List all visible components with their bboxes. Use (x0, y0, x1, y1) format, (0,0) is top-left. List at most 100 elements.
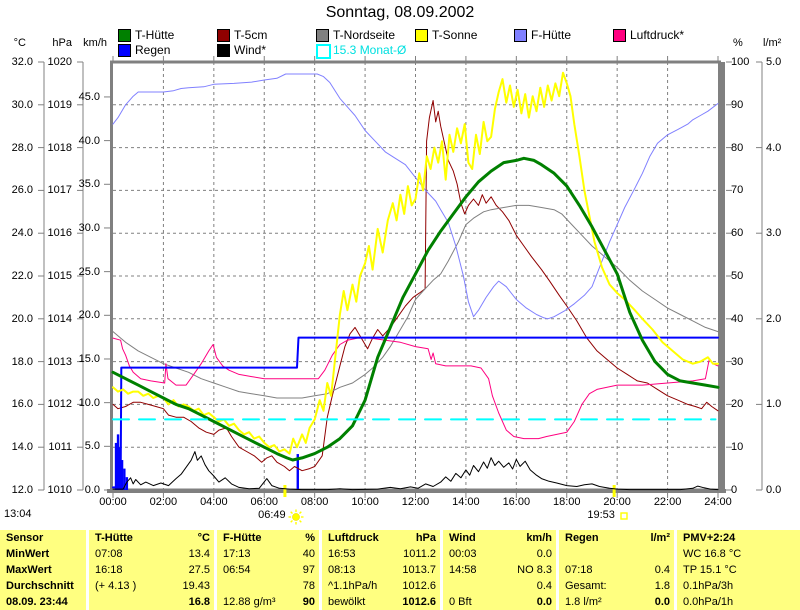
legend-swatch-t-nordseite (316, 29, 329, 42)
ytick-kmh: 35.0 (78, 178, 100, 191)
ytick-percent: 50 (731, 270, 744, 282)
sunset-square-icon (620, 512, 628, 520)
ytick-percent: 100 (731, 56, 750, 68)
ytick-kmh: 45.0 (78, 90, 100, 103)
ytick-hPa: 1019 (47, 98, 72, 111)
ytick-lpm2: 5.0 (766, 56, 782, 68)
page-title: Sonntag, 08.09.2002 (325, 4, 475, 21)
legend-swatch-t-h-tte (118, 29, 131, 42)
legend-label-t-5cm: T-5cm (234, 28, 268, 42)
table-row: F-Hütte% (223, 532, 315, 544)
ytick-percent: 60 (731, 227, 744, 240)
xtick-label: 18:00 (552, 496, 581, 508)
legend-swatch-luftdruck (613, 29, 626, 42)
ytick-hPa: 1012 (47, 398, 72, 411)
table-col-regen: Regen l/m² 07:18 0.4 Gesamt: 1.8 1.8 l/m² 0.0 (559, 530, 674, 610)
ytick-hPa: 1014 (47, 312, 72, 325)
legend-label-t-sonne: T-Sonne (432, 28, 478, 42)
legend-label-15-3-monat: 15.3 Monat-Ø (333, 43, 407, 57)
xtick-label: 04:00 (200, 496, 228, 508)
table-row: WC 16.8 °C (683, 548, 742, 560)
series-t-h-tte (111, 156, 720, 462)
series-regen-summe (112, 336, 719, 489)
ytick-percent: 40 (731, 312, 744, 325)
ytick-degC: 14.0 (11, 441, 33, 454)
axis-header-kmh: km/h (83, 37, 107, 49)
ytick-percent: 20 (731, 398, 744, 411)
table-row: MaxWert (6, 564, 52, 576)
ytick-lpm2: 0.0 (766, 484, 782, 496)
xtick-label: 10:00 (351, 496, 379, 508)
table-row: 16.8 (188, 596, 210, 608)
ytick-hPa: 1016 (47, 227, 72, 240)
ytick-lpm2: 3.0 (766, 227, 782, 240)
table-row: 07:08 13.4 (95, 548, 210, 560)
legend-label-f-h-tte: F-Hütte (531, 28, 572, 42)
legend-label-wind: Wind* (234, 43, 267, 57)
table-col-sensor: Sensor MinWert MaxWert Durchschnitt 08.09. 2… (0, 530, 86, 610)
rain-bar (114, 442, 118, 490)
table-row: Luftdruck hPa (328, 532, 436, 544)
ytick-degC: 30.0 (11, 98, 33, 111)
table-row: Sensor (6, 532, 44, 544)
ytick-degC: 28.0 (11, 141, 33, 154)
table-row: 00:03 0.0 (449, 548, 552, 560)
xtick-label: 20:00 (603, 496, 631, 508)
table-row: T-Hütte °C (95, 532, 210, 544)
ytick-percent: 10 (731, 441, 744, 454)
axis-header-percent: % (733, 37, 743, 49)
xtick-label: 14:00 (452, 496, 480, 508)
sunrise-time-label: 06:49 (258, 509, 286, 521)
ytick-hPa: 1015 (47, 270, 72, 282)
axis-header-hpa: hPa (52, 37, 72, 49)
ytick-degC: 32.0 (11, 56, 33, 68)
table-row: 78 (302, 580, 315, 592)
table-row: TP 15.1 °C (683, 564, 737, 576)
legend-swatch-f-h-tte (514, 29, 527, 42)
ytick-degC: 24.0 (11, 227, 33, 240)
series-f-h-tte (112, 73, 719, 320)
ytick-hPa: 1013 (47, 355, 72, 368)
table-row: 16:18 27.5 (95, 564, 210, 576)
table-col-luftdruck: Luftdruck hPa 16:53 1011.2 08:13 1013.7 ^1.1hP… (322, 530, 440, 610)
table-row: 0.0hPa/1h (683, 596, 734, 608)
ytick-degC: 22.0 (11, 270, 33, 282)
legend-label-luftdruck: Luftdruck* (630, 28, 685, 42)
table-row: Durchschnitt (6, 580, 74, 592)
ytick-kmh: 15.0 (78, 352, 100, 365)
table-row: bewölkt 1012.6 (328, 596, 436, 608)
ytick-lpm2: 1.0 (766, 398, 782, 411)
ytick-degC: 18.0 (11, 355, 33, 368)
series-luftdruck (112, 337, 719, 440)
legend-label-t-h-tte: T-Hütte (135, 28, 175, 42)
series-wind (112, 451, 719, 491)
legend-swatch-t-sonne (415, 29, 428, 42)
ytick-kmh: 5.0 (84, 440, 100, 453)
table-row: 12.88 g/m³ 90 (223, 596, 315, 608)
ytick-hPa: 1020 (47, 56, 72, 68)
ytick-percent: 30 (731, 355, 744, 368)
ytick-kmh: 0.0 (84, 484, 100, 496)
rain-bar (116, 434, 120, 490)
ytick-kmh: 30.0 (78, 221, 100, 234)
ytick-degC: 16.0 (11, 398, 33, 411)
legend-swatch-t-5cm (217, 29, 230, 42)
table-row: 17:13 40 (223, 548, 315, 560)
table-row: 08.09. 23:44 (6, 596, 68, 608)
ytick-kmh: 10.0 (78, 396, 100, 409)
axis-header-lpm2: l/m² (763, 37, 782, 49)
sunrise-sun-icon (288, 509, 304, 525)
xtick-label: 16:00 (502, 496, 531, 508)
ytick-lpm2: 4.0 (766, 141, 782, 154)
table-row: 0.4 (536, 580, 552, 592)
table-row: (+ 4.13 ) 19.43 (95, 580, 210, 592)
table-row: 07:18 0.4 (565, 564, 670, 576)
ytick-degC: 20.0 (11, 312, 33, 325)
table-row: 14:58 NO 8.3 (449, 564, 552, 576)
table-col-pmv: PMV+2:24 WC 16.8 °C TP 15.1 °C 0.1hPa/3h 0.0… (677, 530, 800, 610)
ytick-hPa: 1011 (48, 441, 72, 454)
ytick-degC: 12.0 (11, 484, 33, 496)
series-t-sonne (112, 71, 719, 455)
table-col-wind: Wind km/h 00:03 0.0 14:58 NO 8.3 0.4 0 Bft 0.0 (443, 530, 556, 610)
